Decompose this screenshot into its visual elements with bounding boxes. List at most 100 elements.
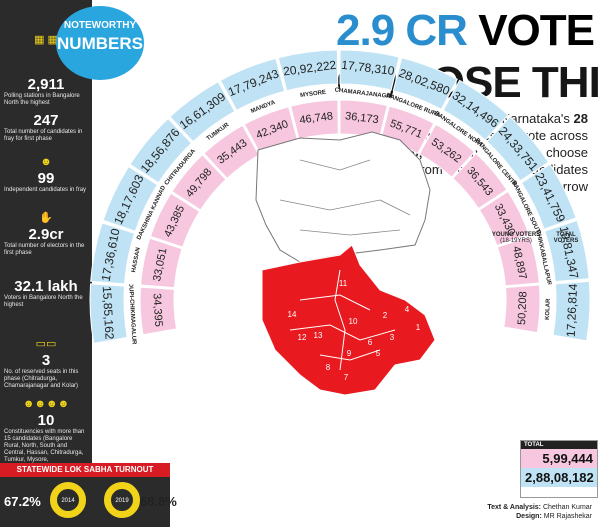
- map-district-number: 1: [416, 323, 421, 332]
- young-voters-segment: [452, 152, 508, 210]
- young-voters-segment: [171, 154, 227, 211]
- name-band-segment: [124, 286, 144, 338]
- stat-value: 247: [33, 112, 59, 129]
- name-band-segment: [529, 231, 556, 283]
- map-district-number: 8: [326, 363, 331, 372]
- stat-value: 32.1 lakh: [14, 278, 78, 295]
- north-karnataka-outline: [255, 131, 431, 263]
- map-district-number: 7: [344, 373, 349, 382]
- totals-all: 2,88,08,182: [521, 468, 597, 487]
- page-title-line1: 2.9 CR VOTE: [336, 6, 595, 56]
- name-band-segment: [193, 111, 243, 154]
- badge-line1: NOTEWORTHY: [63, 20, 137, 31]
- young-voters-segment: [149, 192, 201, 248]
- name-band-segment: [389, 90, 442, 124]
- turnout-2014-pct: 67.2%: [4, 494, 41, 509]
- name-band-segment: [158, 143, 203, 192]
- young-voters-value: 50,208: [516, 291, 529, 325]
- ballot-icon: ▭▭: [35, 338, 57, 350]
- stat-value: 2,911: [27, 76, 65, 93]
- stat-value: 10: [37, 412, 55, 429]
- totals-young: 5,99,444: [521, 449, 597, 468]
- total-voters-value: 17,26,814: [564, 283, 580, 337]
- young-voters-value: 34,395: [150, 293, 164, 327]
- side-stat-1: 2,911 Polling stations in Bangalore Nort…: [0, 76, 92, 107]
- young-voters-label: YOUNG VOTERS: [491, 232, 541, 238]
- title-figure: 2.9 CR: [336, 6, 468, 55]
- total-voters-value: 15,85,162: [100, 286, 117, 340]
- stat-caption: Polling stations in Bangalore North the …: [4, 93, 80, 106]
- map-district-number: 13: [314, 331, 323, 340]
- map-district-number: 10: [349, 317, 358, 326]
- first-phase-district-lines: [289, 269, 396, 371]
- constituency-name: HASSAN: [131, 247, 142, 273]
- young-voters-header: YOUNG VOTERS (18-19YRS): [490, 232, 542, 244]
- stat-value: 3: [41, 352, 51, 369]
- side-stat-3: ☻ 99 Independent candidates in fray: [0, 152, 92, 194]
- map-district-number: 6: [368, 338, 373, 347]
- name-band-segment: [435, 110, 486, 152]
- totals-box: TOTAL 5,99,444 2,88,08,182: [520, 440, 598, 498]
- intro-n2: 28: [573, 111, 588, 126]
- map-district-number: 12: [298, 333, 307, 342]
- young-voters-value: 36,173: [344, 110, 379, 126]
- stat-value: 2.9cr: [28, 226, 64, 243]
- sidebar: ▦ ▦ 2,911 Polling stations in Bangalore …: [0, 0, 92, 527]
- name-band-segment: [286, 84, 338, 107]
- map-district-number: 4: [405, 305, 410, 314]
- totals-label: TOTAL: [521, 441, 597, 449]
- name-band-segment: [508, 182, 545, 235]
- constituency-name: UDUPI-CHIKMAGALUR: [127, 278, 137, 345]
- map-district-number: 11: [339, 279, 348, 288]
- booth-icon: ▦ ▦: [34, 34, 58, 46]
- turnout-header: STATEWIDE LOK SABHA TURNOUT: [0, 463, 170, 477]
- map-district-number: 9: [347, 349, 352, 358]
- name-band-segment: [236, 91, 289, 125]
- constituency-name: KOLAR: [545, 298, 552, 320]
- young-voters-segment: [140, 237, 183, 289]
- credits: Text & Analysis: Chethan Kumar Design: M…: [440, 503, 592, 521]
- name-band-segment: [135, 184, 171, 237]
- turnout-2014-ring: 2014: [50, 482, 86, 518]
- stat-caption: No. of reserved seats in this phase (Chi…: [4, 369, 79, 389]
- name-band-segment: [476, 141, 521, 190]
- young-voters-segment: [503, 284, 541, 334]
- side-stat-polling: ▦ ▦: [0, 30, 92, 48]
- young-voters-segment: [496, 235, 540, 287]
- side-stat-5: 32.1 lakh Voters in Bangalore North the …: [0, 278, 92, 309]
- young-voters-segment: [478, 190, 530, 247]
- constituency-name: MYSORE: [300, 90, 327, 99]
- turnout-2019-pct: 68.8%: [140, 494, 177, 509]
- voter-icon: ✋: [39, 212, 53, 224]
- north-district-lines: [279, 159, 411, 236]
- stat-caption: Total number of candidates in fray for f…: [4, 129, 83, 142]
- stat-caption: Voters in Bangalore North the highest: [4, 295, 83, 308]
- side-stat-6: ▭▭ 3 No. of reserved seats in this phase…: [0, 334, 92, 390]
- credit-name2: MR Rajashekar: [543, 513, 592, 520]
- stat-caption: Total number of electors in the first ph…: [4, 243, 85, 256]
- title-word: VOTE: [478, 6, 595, 55]
- map-district-number: 14: [288, 310, 297, 319]
- turnout-2014-year: 2014: [61, 498, 75, 504]
- young-voters-segment: [203, 124, 260, 180]
- crowd-icon: ☻☻☻☻: [22, 398, 70, 410]
- credit-name1: Chethan Kumar: [542, 504, 592, 511]
- badge-line2: NUMBERS: [57, 34, 143, 53]
- credit-label2: Design:: [516, 513, 542, 520]
- name-band-segment: [537, 283, 556, 336]
- name-band-segment: [124, 233, 150, 286]
- total-voters-value: 17,78,310: [341, 58, 396, 78]
- turnout-2019-year: 2019: [115, 498, 129, 504]
- total-voters-header: TOTAL VOTERS: [553, 232, 579, 244]
- map-district-number: 2: [383, 311, 388, 320]
- side-stat-2: 247 Total number of candidates in fray f…: [0, 112, 92, 143]
- person-icon: ☻: [40, 156, 52, 168]
- young-voters-sub: (18-19YRS): [500, 238, 532, 244]
- total-voters-value: 20,92,222: [282, 58, 337, 79]
- turnout-2019-ring: 2019: [104, 482, 140, 518]
- first-phase-region: [261, 244, 436, 396]
- young-voters-segment: [139, 286, 178, 336]
- noteworthy-badge: NOTEWORTHY NUMBERS: [56, 6, 144, 80]
